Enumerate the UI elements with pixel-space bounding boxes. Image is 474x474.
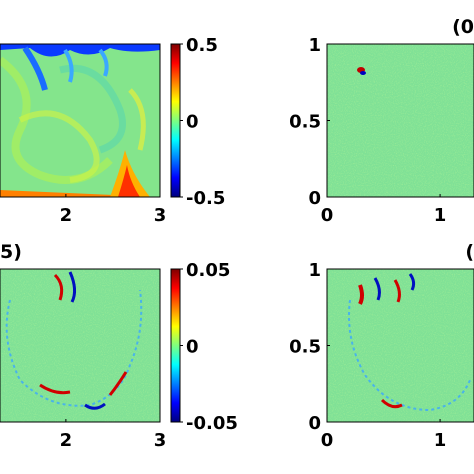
colorbar-tick-label: -0.5: [186, 188, 225, 209]
y-tick-label: 0: [308, 188, 321, 209]
colorbar-tick-label: 0.05: [186, 260, 230, 281]
x-tick-label: 2: [60, 205, 73, 226]
x-tick-label: 2: [60, 430, 73, 451]
axes-box-bottom-left: [0, 268, 161, 423]
x-tick-label: 0: [321, 430, 334, 451]
y-tick-label: 0.5: [289, 112, 321, 133]
colorbar-ticks-top-left: 0.5 0 -0.5: [180, 35, 225, 209]
field-bottom-left: [0, 269, 160, 422]
y-tick-label: 1: [308, 260, 321, 281]
x-tick-label: 1: [434, 205, 447, 226]
field-bottom-right: [327, 269, 474, 422]
y-tick-label: 0: [308, 413, 321, 434]
axes-box-top-left: [0, 43, 161, 198]
x-tick-label: 1: [434, 430, 447, 451]
field-top-left: [0, 44, 160, 197]
panel-label-bottom-left: 5): [0, 241, 22, 263]
panel-label-bottom-right: (: [465, 241, 474, 263]
colorbar-bottom-left: [170, 268, 181, 423]
panel-label-top-right: (0: [452, 16, 474, 38]
y-ticks-top-right: 10.50: [289, 35, 330, 209]
colorbar-tick-label: -0.05: [186, 413, 238, 434]
colorbar-top-left: [170, 43, 181, 198]
x-tick-label: 3: [154, 430, 167, 451]
colorbar-tick-label: 0: [186, 337, 199, 358]
vortex-blue-mark: [360, 71, 366, 75]
field-top-right: [327, 44, 474, 197]
y-tick-label: 0.5: [289, 337, 321, 358]
colorbar-tick-label: 0.5: [186, 35, 218, 56]
y-ticks-bottom-right: 10.50: [289, 260, 330, 434]
x-tick-label: 0: [321, 205, 334, 226]
colorbar-ticks-bottom-left: 0.05 0 -0.05: [180, 260, 238, 434]
colorbar-tick-label: 0: [186, 112, 199, 133]
x-tick-label: 3: [154, 205, 167, 226]
y-tick-label: 1: [308, 35, 321, 56]
